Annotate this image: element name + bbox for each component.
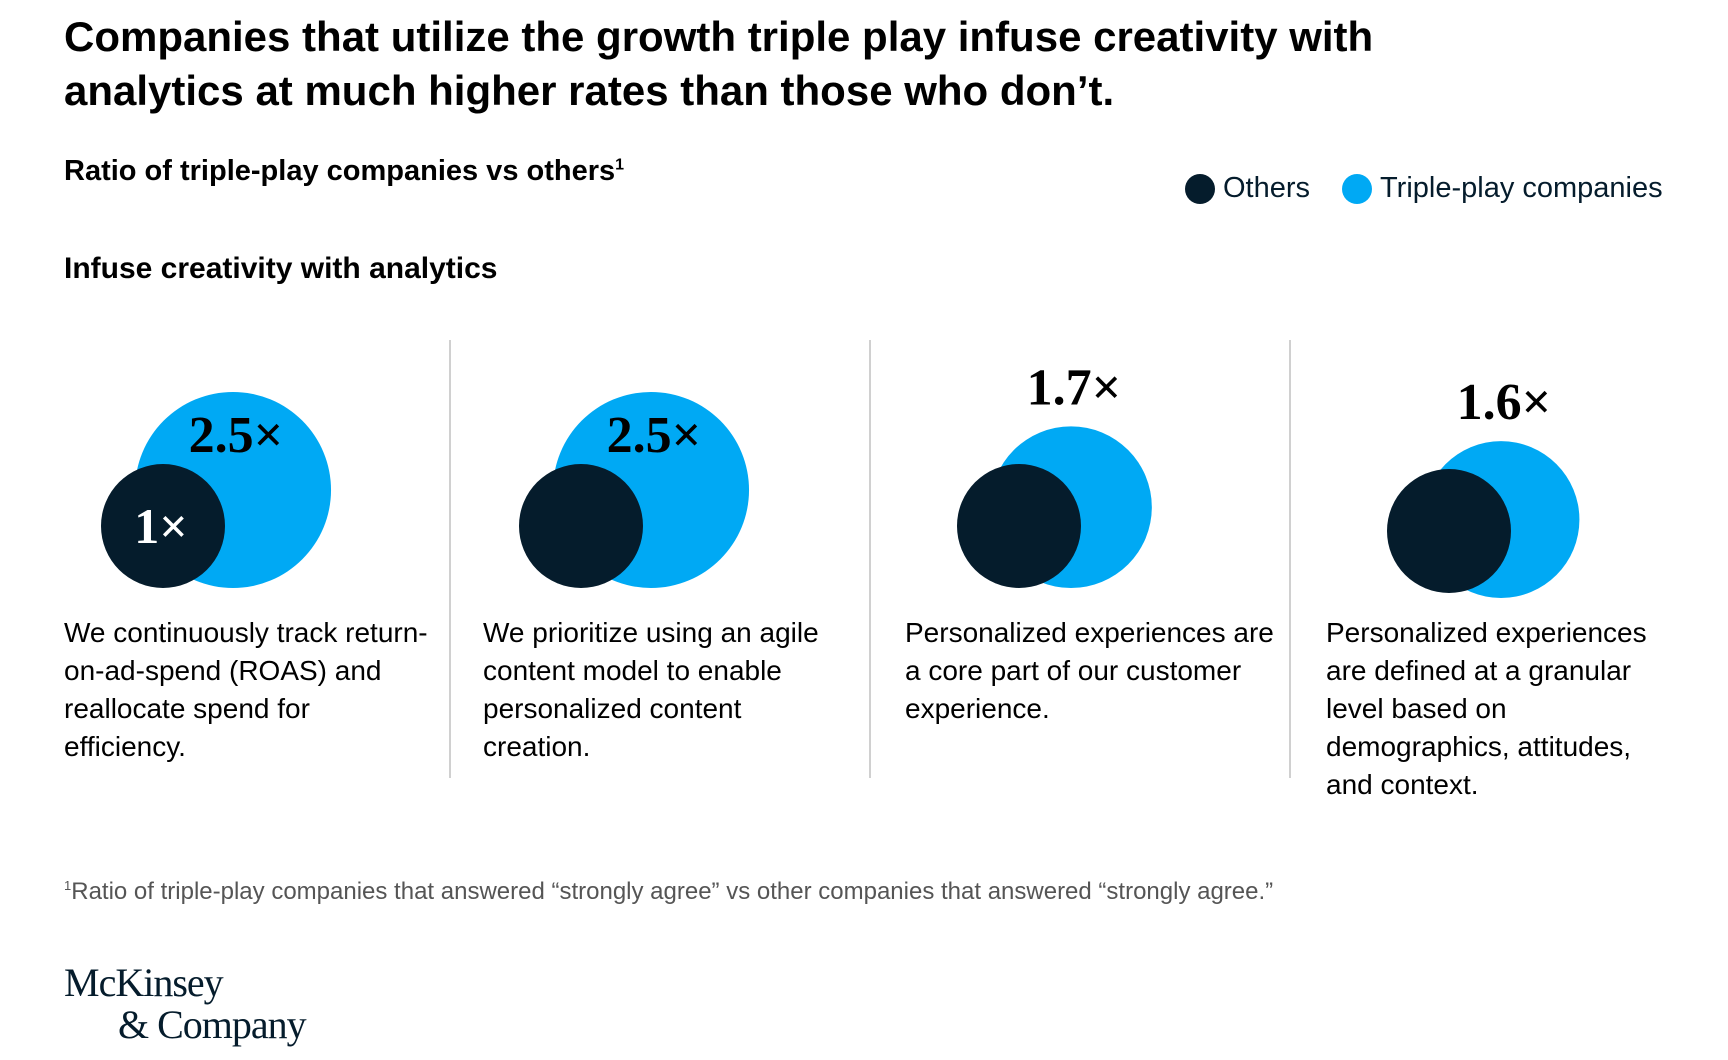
others-bubble <box>957 464 1081 588</box>
footnote-text: Ratio of triple-play companies that answ… <box>71 878 1274 905</box>
footnote: 1Ratio of triple-play companies that ans… <box>64 878 1273 906</box>
item-description: We prioritize using an agile content mod… <box>483 617 819 762</box>
others-bubble <box>1387 469 1511 593</box>
ratio-label: 2.5× <box>189 407 284 464</box>
others-bubble <box>519 464 643 588</box>
legend-item-others: Others <box>1185 172 1310 205</box>
item-description: Personalized experiences are a core part… <box>905 617 1274 724</box>
legend-label: Others <box>1223 172 1311 204</box>
legend: Others Triple-play companies <box>1185 172 1695 205</box>
ratio-label: 2.5× <box>607 407 702 464</box>
item-description: Personalized experiences are defined at … <box>1326 617 1647 800</box>
bubble-chart: 2.5×1×2.5×1.7× 1.6× <box>101 359 1580 598</box>
legend-swatch-triple-play <box>1342 173 1373 204</box>
legend-swatch-others <box>1185 173 1215 204</box>
ratio-label: 1.7× <box>1027 359 1122 416</box>
page-title: Companies that utilize the growth triple… <box>64 13 1374 114</box>
legend-label: Triple-play companies <box>1380 172 1663 204</box>
column-divider <box>869 340 871 778</box>
chart-subtitle: Ratio of triple-play companies vs others… <box>64 155 624 188</box>
legend-item-triple-play: Triple-play companies <box>1342 172 1663 205</box>
column-divider <box>1289 340 1291 778</box>
baseline-label: 1× <box>134 498 188 554</box>
ratio-label: 1.6× <box>1457 374 1552 431</box>
footnote-mark: 1 <box>64 878 72 893</box>
footnote-mark: 1 <box>615 156 625 174</box>
column-divider <box>449 340 451 778</box>
mckinsey-logo: McKinsey & Company <box>64 960 307 1047</box>
logo-line-1: McKinsey <box>64 960 224 1005</box>
item-description: We continuously track return-on-ad-spend… <box>64 617 428 762</box>
subtitle-text: Ratio of triple-play companies vs others <box>64 155 616 187</box>
logo-line-2: & Company <box>118 1002 307 1047</box>
others-bubble <box>101 464 225 588</box>
section-title: Infuse creativity with analytics <box>64 252 498 285</box>
